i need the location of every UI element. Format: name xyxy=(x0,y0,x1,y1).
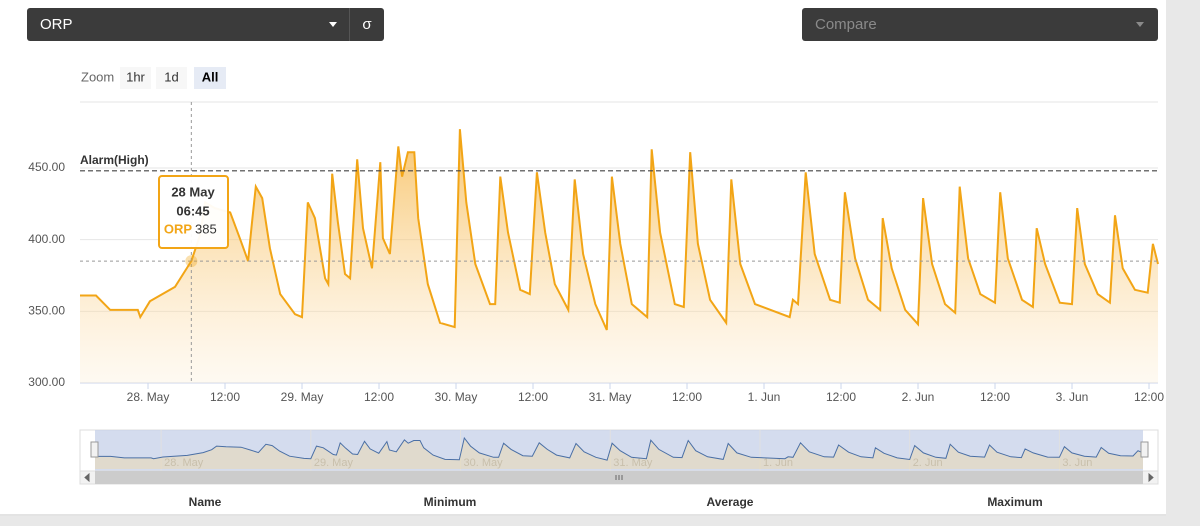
table-header: Name xyxy=(189,495,222,509)
zoom-button-bg xyxy=(120,67,151,89)
y-tick-label: 450.00 xyxy=(28,160,65,174)
alarm-label: Alarm(High) xyxy=(80,153,149,167)
table-header: Maximum xyxy=(987,495,1042,509)
table-header: Minimum xyxy=(424,495,477,509)
x-tick-label: 12:00 xyxy=(672,390,702,404)
area xyxy=(80,129,1158,383)
x-tick-label: 3. Jun xyxy=(1056,390,1089,404)
scroll-arrow xyxy=(84,472,1154,483)
compare-text: Compare xyxy=(815,16,877,33)
table-header: Average xyxy=(707,495,754,509)
tooltip-time: 06:45 xyxy=(176,203,209,218)
zoom-button-label: 1hr xyxy=(126,69,145,84)
parameter-dropdown[interactable]: ORP xyxy=(27,8,349,41)
x-tick-label: 2. Jun xyxy=(902,390,935,404)
y-tick-label: 350.00 xyxy=(28,303,65,317)
x-tick-label: 12:00 xyxy=(980,390,1010,404)
zoom-button[interactable]: All xyxy=(194,67,226,89)
tooltip-series: ORP xyxy=(164,221,193,236)
zoom-button[interactable]: 1hr xyxy=(120,67,151,89)
chart: Zoom 1hr 1d All 300.00 350.00 400.00 450.00 28.… xyxy=(0,67,1166,516)
caret xyxy=(1136,22,1144,27)
x-tick-label: 12:00 xyxy=(826,390,856,404)
x-tick-label: 31. May xyxy=(589,390,632,404)
zoom-button-bg xyxy=(156,67,187,89)
zoom-button-label: All xyxy=(202,69,219,84)
x-tick-label: 29. May xyxy=(281,390,324,404)
x-tick-label: 28. May xyxy=(127,390,170,404)
compare-dropdown[interactable]: Compare xyxy=(802,8,1158,41)
y-tick-label: 300.00 xyxy=(28,375,65,389)
navigator-line xyxy=(95,436,1144,461)
zoom-button[interactable]: 1d xyxy=(156,67,187,89)
zoom-label: Zoom xyxy=(81,69,114,84)
x-tick-label: 12:00 xyxy=(1134,390,1164,404)
tooltip-box xyxy=(158,175,229,249)
sigma-button[interactable]: σ xyxy=(349,8,384,41)
x-tick-label: 30. May xyxy=(435,390,478,404)
navigator-area xyxy=(95,438,1143,469)
x-tick-label: 12:00 xyxy=(518,390,548,404)
x-tick-label: 1. Jun xyxy=(748,390,781,404)
table-divider xyxy=(0,514,1166,516)
tooltip-value: 385 xyxy=(195,221,217,236)
zoom-button-bg xyxy=(194,67,226,89)
parameter-text: ORP xyxy=(40,16,73,33)
x-tick-label: 12:00 xyxy=(364,390,394,404)
navigator-handle[interactable] xyxy=(1140,441,1149,458)
zoom-button-label: 1d xyxy=(164,69,178,84)
y-tick-label: 400.00 xyxy=(28,232,65,246)
hover-point xyxy=(185,255,198,268)
caret xyxy=(329,22,337,27)
x-tick-label: 12:00 xyxy=(210,390,240,404)
tooltip-date: 28 May xyxy=(171,184,215,199)
panel: ORP σ Compare Zoom 1hr 1d All 300.00 350.00 4… xyxy=(0,0,1166,516)
navigator-handle[interactable] xyxy=(90,441,99,458)
line xyxy=(80,129,1159,331)
